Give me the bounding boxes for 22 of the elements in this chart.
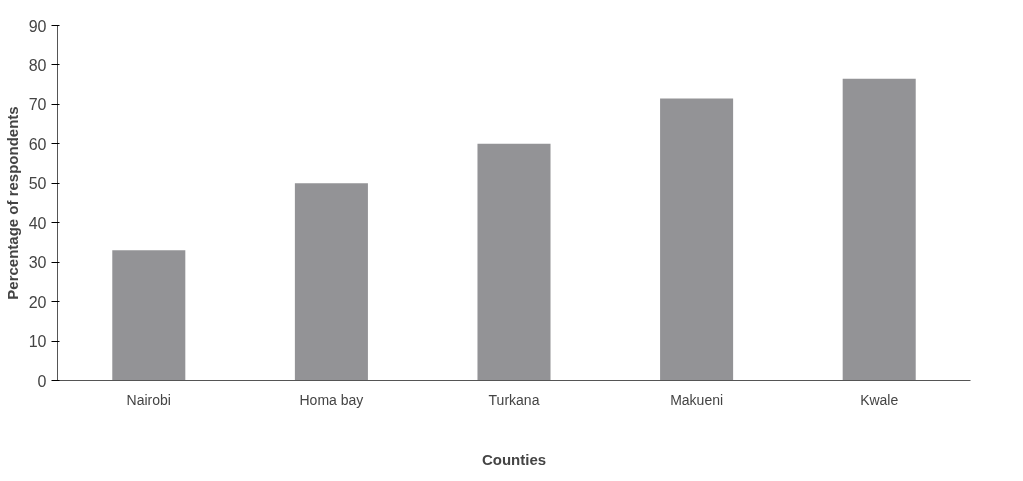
bar [660, 98, 734, 381]
x-tick-label: Makueni [670, 391, 724, 408]
bar [294, 183, 368, 381]
y-tick-label: 40 [28, 214, 47, 232]
x-tick-label: Kwale [860, 391, 899, 408]
y-tick-label: 90 [28, 17, 47, 35]
x-tick-label: Turkana [488, 391, 540, 408]
y-tick-label: 10 [28, 333, 47, 351]
y-tick-label: 0 [37, 372, 47, 390]
y-tick-label: 70 [28, 96, 47, 114]
y-axis-title: Percentage of respondents [3, 106, 21, 300]
x-axis-title: Counties [481, 450, 547, 468]
y-tick-label: 80 [28, 56, 47, 74]
y-tick-label: 20 [28, 293, 47, 311]
y-tick-label: 30 [28, 254, 47, 272]
bar [842, 78, 916, 381]
y-tick-label: 60 [28, 135, 47, 153]
x-tick-label: Nairobi [126, 391, 171, 408]
x-tick-label: Homa bay [299, 391, 364, 408]
bar [477, 143, 551, 381]
y-tick-label: 50 [28, 175, 47, 193]
bar [112, 250, 186, 381]
